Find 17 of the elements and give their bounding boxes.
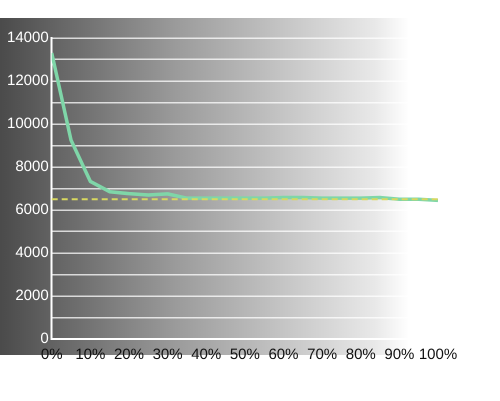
y-tick-label: 0 <box>40 330 49 348</box>
y-tick-label: 14000 <box>6 29 49 46</box>
y-tick-label: 10000 <box>6 115 49 132</box>
x-tick-label: 30% <box>152 346 183 364</box>
x-tick-label: 100% <box>418 346 458 364</box>
x-tick-label: 50% <box>230 346 260 364</box>
y-tick-label: 8000 <box>15 158 49 176</box>
x-tick-label: 80% <box>346 346 376 364</box>
x-tick-label: 20% <box>114 346 144 364</box>
y-tick-label: 12000 <box>6 72 49 90</box>
y-tick-label: 6000 <box>15 201 49 218</box>
x-tick-label: 70% <box>307 346 338 364</box>
x-tick-label: 60% <box>268 346 298 364</box>
y-tick-label: 2000 <box>15 287 49 304</box>
y-tick-label: 4000 <box>15 244 49 262</box>
x-tick-label: 40% <box>191 346 222 364</box>
x-tick-label: 90% <box>384 346 414 364</box>
